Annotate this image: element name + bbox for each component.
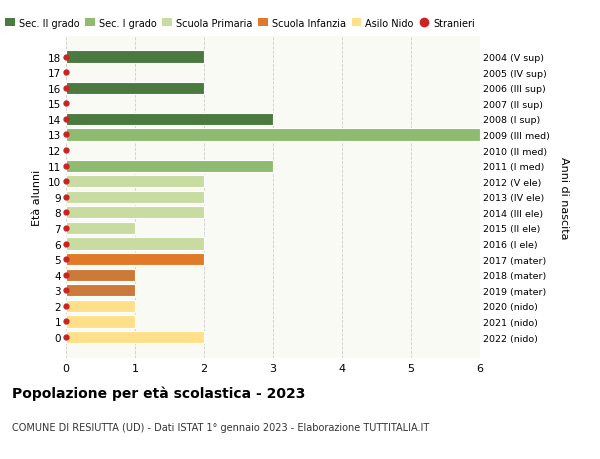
Bar <box>66 191 204 203</box>
Y-axis label: Anni di nascita: Anni di nascita <box>559 156 569 239</box>
Text: COMUNE DI RESIUTTA (UD) - Dati ISTAT 1° gennaio 2023 - Elaborazione TUTTITALIA.I: COMUNE DI RESIUTTA (UD) - Dati ISTAT 1° … <box>12 422 429 432</box>
Bar <box>66 316 135 328</box>
Y-axis label: Età alunni: Età alunni <box>32 169 43 225</box>
Bar <box>66 253 204 266</box>
Legend: Sec. II grado, Sec. I grado, Scuola Primaria, Scuola Infanzia, Asilo Nido, Stran: Sec. II grado, Sec. I grado, Scuola Prim… <box>5 19 475 28</box>
Bar <box>66 285 135 297</box>
Bar <box>66 176 204 188</box>
Bar <box>66 51 204 63</box>
Bar <box>66 160 273 172</box>
Bar <box>66 300 135 312</box>
Bar <box>66 269 135 281</box>
Bar <box>66 223 135 235</box>
Bar <box>66 113 273 126</box>
Bar <box>66 238 204 250</box>
Bar <box>66 207 204 219</box>
Bar <box>66 83 204 95</box>
Bar <box>66 129 480 141</box>
Text: Popolazione per età scolastica - 2023: Popolazione per età scolastica - 2023 <box>12 386 305 400</box>
Bar <box>66 331 204 343</box>
